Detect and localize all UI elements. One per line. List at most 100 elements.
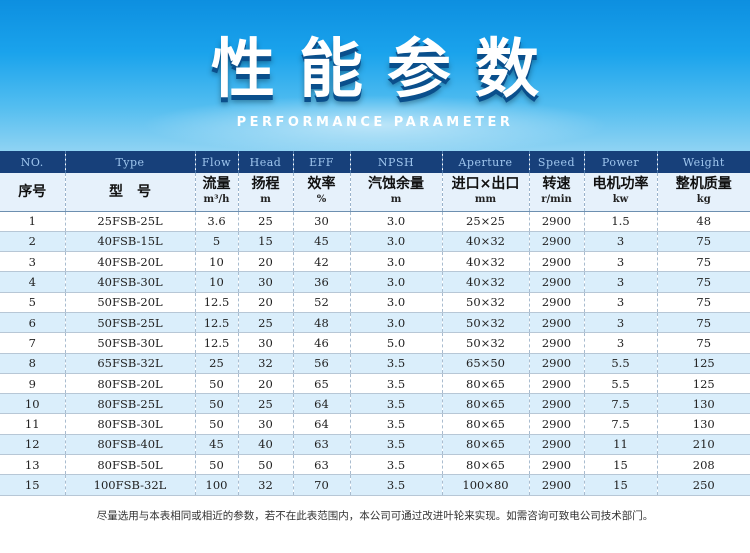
table-row: 9 80FSB-20L 50 20 65 3.5 80×65 2900 5.5 125 xyxy=(0,373,750,395)
column-header-cn: 整机质量 kg xyxy=(657,173,750,212)
table-cell: 3 xyxy=(0,251,66,273)
table-cell: 3.0 xyxy=(350,251,443,273)
table-row: 6 50FSB-25L 12.5 25 48 3.0 50×32 2900 3 75 xyxy=(0,312,750,334)
table-cell: 3 xyxy=(584,332,658,354)
table-cell: 50FSB-20L xyxy=(65,292,196,313)
table-cell: 80FSB-50L xyxy=(65,454,196,476)
table-cell: 46 xyxy=(293,332,351,354)
column-header-cn-label: 流量 xyxy=(202,176,231,193)
table-cell: 13 xyxy=(0,454,66,476)
table-cell: 8 xyxy=(0,353,66,374)
table-cell: 125 xyxy=(657,373,750,395)
table-cell: 3.5 xyxy=(350,474,443,496)
column-header-unit: kg xyxy=(696,194,711,206)
table-row: 13 80FSB-50L 50 50 63 3.5 80×65 2900 15 208 xyxy=(0,454,750,476)
column-header-en: NPSH xyxy=(350,151,443,173)
table-cell: 50×32 xyxy=(442,332,530,354)
table-cell: 48 xyxy=(293,312,351,334)
table-cell: 5 xyxy=(195,231,239,253)
banner-glow xyxy=(140,95,610,151)
table-cell: 210 xyxy=(657,434,750,456)
table-cell: 12.5 xyxy=(195,332,239,354)
table-cell: 48 xyxy=(657,211,750,232)
table-cell: 9 xyxy=(0,373,66,395)
column-header-unit: r/min xyxy=(541,194,572,206)
table-cell: 40FSB-15L xyxy=(65,231,196,253)
table-cell: 50×32 xyxy=(442,312,530,334)
table-cell: 25 xyxy=(238,393,294,415)
column-header-en: Aperture xyxy=(442,151,530,173)
table-cell: 2900 xyxy=(529,251,585,273)
table-cell: 56 xyxy=(293,353,351,374)
table-cell: 65 xyxy=(293,373,351,395)
table-cell: 15 xyxy=(0,474,66,496)
table-cell: 3.6 xyxy=(195,211,239,232)
table-cell: 50×32 xyxy=(442,292,530,313)
table-cell: 42 xyxy=(293,251,351,273)
table-cell: 52 xyxy=(293,292,351,313)
table-cell: 12.5 xyxy=(195,292,239,313)
table-cell: 3.5 xyxy=(350,353,443,374)
table-cell: 80FSB-20L xyxy=(65,373,196,395)
table-cell: 3.0 xyxy=(350,211,443,232)
table-cell: 3.5 xyxy=(350,373,443,395)
table-cell: 3.0 xyxy=(350,292,443,313)
table-cell: 64 xyxy=(293,413,351,435)
column-header-cn-label: 电机功率 xyxy=(592,176,649,193)
table-cell: 75 xyxy=(657,332,750,354)
column-header-en: Flow xyxy=(195,151,239,173)
table-cell: 130 xyxy=(657,393,750,415)
table-cell: 2900 xyxy=(529,231,585,253)
column-header-en: Head xyxy=(238,151,294,173)
table-cell: 2900 xyxy=(529,271,585,293)
table-cell: 65FSB-32L xyxy=(65,353,196,374)
table-cell: 50 xyxy=(195,413,239,435)
table-cell: 65×50 xyxy=(442,353,530,374)
table-cell: 11 xyxy=(584,434,658,456)
table-cell: 1 xyxy=(0,211,66,232)
table-cell: 80×65 xyxy=(442,393,530,415)
column-header-cn: 型 号 xyxy=(65,173,196,212)
table-cell: 25FSB-25L xyxy=(65,211,196,232)
table-cell: 2900 xyxy=(529,474,585,496)
table-cell: 3.5 xyxy=(350,393,443,415)
banner: 性能参数 PERFORMANCE PARAMETER xyxy=(0,0,750,151)
table-cell: 25 xyxy=(195,353,239,374)
table-cell: 3 xyxy=(584,231,658,253)
column-header-cn-label: 转速 xyxy=(542,176,571,193)
column-header-cn-label: 扬程 xyxy=(251,176,280,193)
table-cell: 30 xyxy=(238,271,294,293)
table-cell: 2900 xyxy=(529,211,585,232)
table-cell: 20 xyxy=(238,251,294,273)
column-header-en: NO. xyxy=(0,151,66,173)
table-cell: 5 xyxy=(0,292,66,313)
column-header-unit: kw xyxy=(612,194,629,206)
table-cell: 7.5 xyxy=(584,413,658,435)
table-cell: 20 xyxy=(238,373,294,395)
table-row: 2 40FSB-15L 5 15 45 3.0 40×32 2900 3 75 xyxy=(0,231,750,253)
table-row: 4 40FSB-30L 10 30 36 3.0 40×32 2900 3 75 xyxy=(0,271,750,293)
table-cell: 2900 xyxy=(529,413,585,435)
column-header-unit: m³/h xyxy=(203,194,230,206)
table-row: 8 65FSB-32L 25 32 56 3.5 65×50 2900 5.5 125 xyxy=(0,353,750,374)
column-header-cn: 序号 xyxy=(0,173,66,212)
table-cell: 10 xyxy=(0,393,66,415)
table-cell: 25 xyxy=(238,312,294,334)
table-row: 12 80FSB-40L 45 40 63 3.5 80×65 2900 11 210 xyxy=(0,434,750,456)
table-cell: 2900 xyxy=(529,434,585,456)
table-cell: 5.5 xyxy=(584,353,658,374)
table-cell: 3 xyxy=(584,292,658,313)
column-header-en: EFF xyxy=(293,151,351,173)
table-cell: 30 xyxy=(238,413,294,435)
column-header-cn: 流量 m³/h xyxy=(195,173,239,212)
header-row-chinese: 序号型 号流量 m³/h 扬程 m 效率% 汽蚀余量 m 进口×出口 mm 转速 r/min 电机功率… xyxy=(0,173,750,212)
table-cell: 32 xyxy=(238,353,294,374)
table-cell: 2900 xyxy=(529,292,585,313)
table-cell: 75 xyxy=(657,292,750,313)
table-cell: 2900 xyxy=(529,353,585,374)
table-body: 1 25FSB-25L 3.6 25 30 3.0 25×25 2900 1.5 48 2 40FSB… xyxy=(0,211,750,496)
table-row: 3 40FSB-20L 10 20 42 3.0 40×32 2900 3 75 xyxy=(0,251,750,273)
table-cell: 50FSB-25L xyxy=(65,312,196,334)
table-cell: 7.5 xyxy=(584,393,658,415)
table-cell: 15 xyxy=(584,474,658,496)
